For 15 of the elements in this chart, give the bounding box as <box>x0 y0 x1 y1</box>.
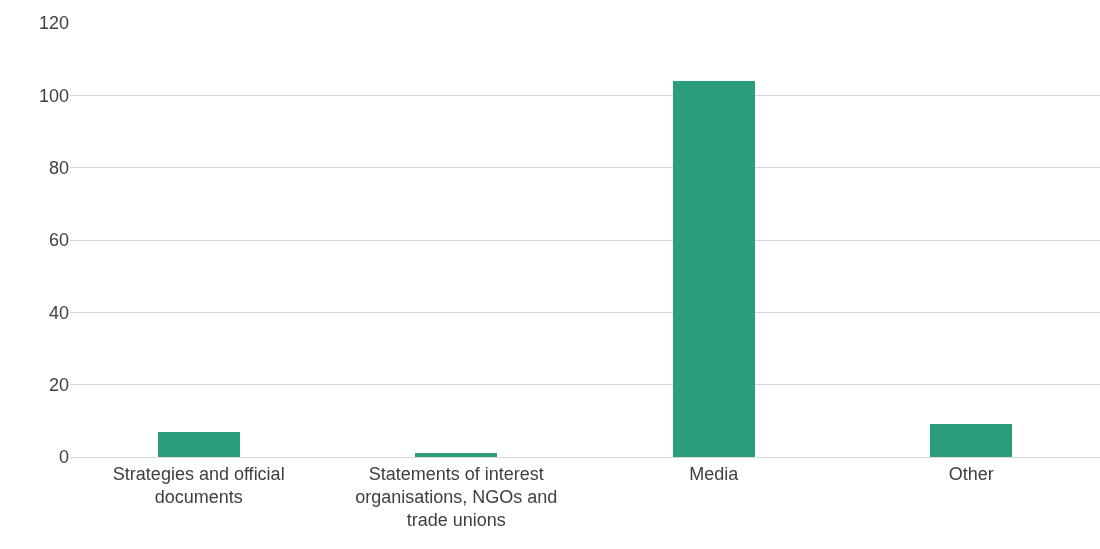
bar <box>157 431 240 457</box>
y-tick-label: 120 <box>38 13 69 34</box>
bar <box>415 453 498 457</box>
y-tick-label: 60 <box>48 230 69 251</box>
x-tick-label: Statements of interest organisations, NGOs and trade unions <box>355 463 558 531</box>
x-tick-label: Strategies and official documents <box>112 463 285 507</box>
y-tick-label: 40 <box>48 302 69 323</box>
bar <box>672 80 755 457</box>
x-tick-label: Other <box>948 463 994 484</box>
y-tick-label: 0 <box>58 447 69 468</box>
bar <box>930 424 1013 457</box>
x-tick-label: Media <box>689 463 740 484</box>
y-tick-label: 100 <box>38 85 69 106</box>
y-tick-label: 20 <box>48 374 69 395</box>
y-tick-label: 80 <box>48 157 69 178</box>
